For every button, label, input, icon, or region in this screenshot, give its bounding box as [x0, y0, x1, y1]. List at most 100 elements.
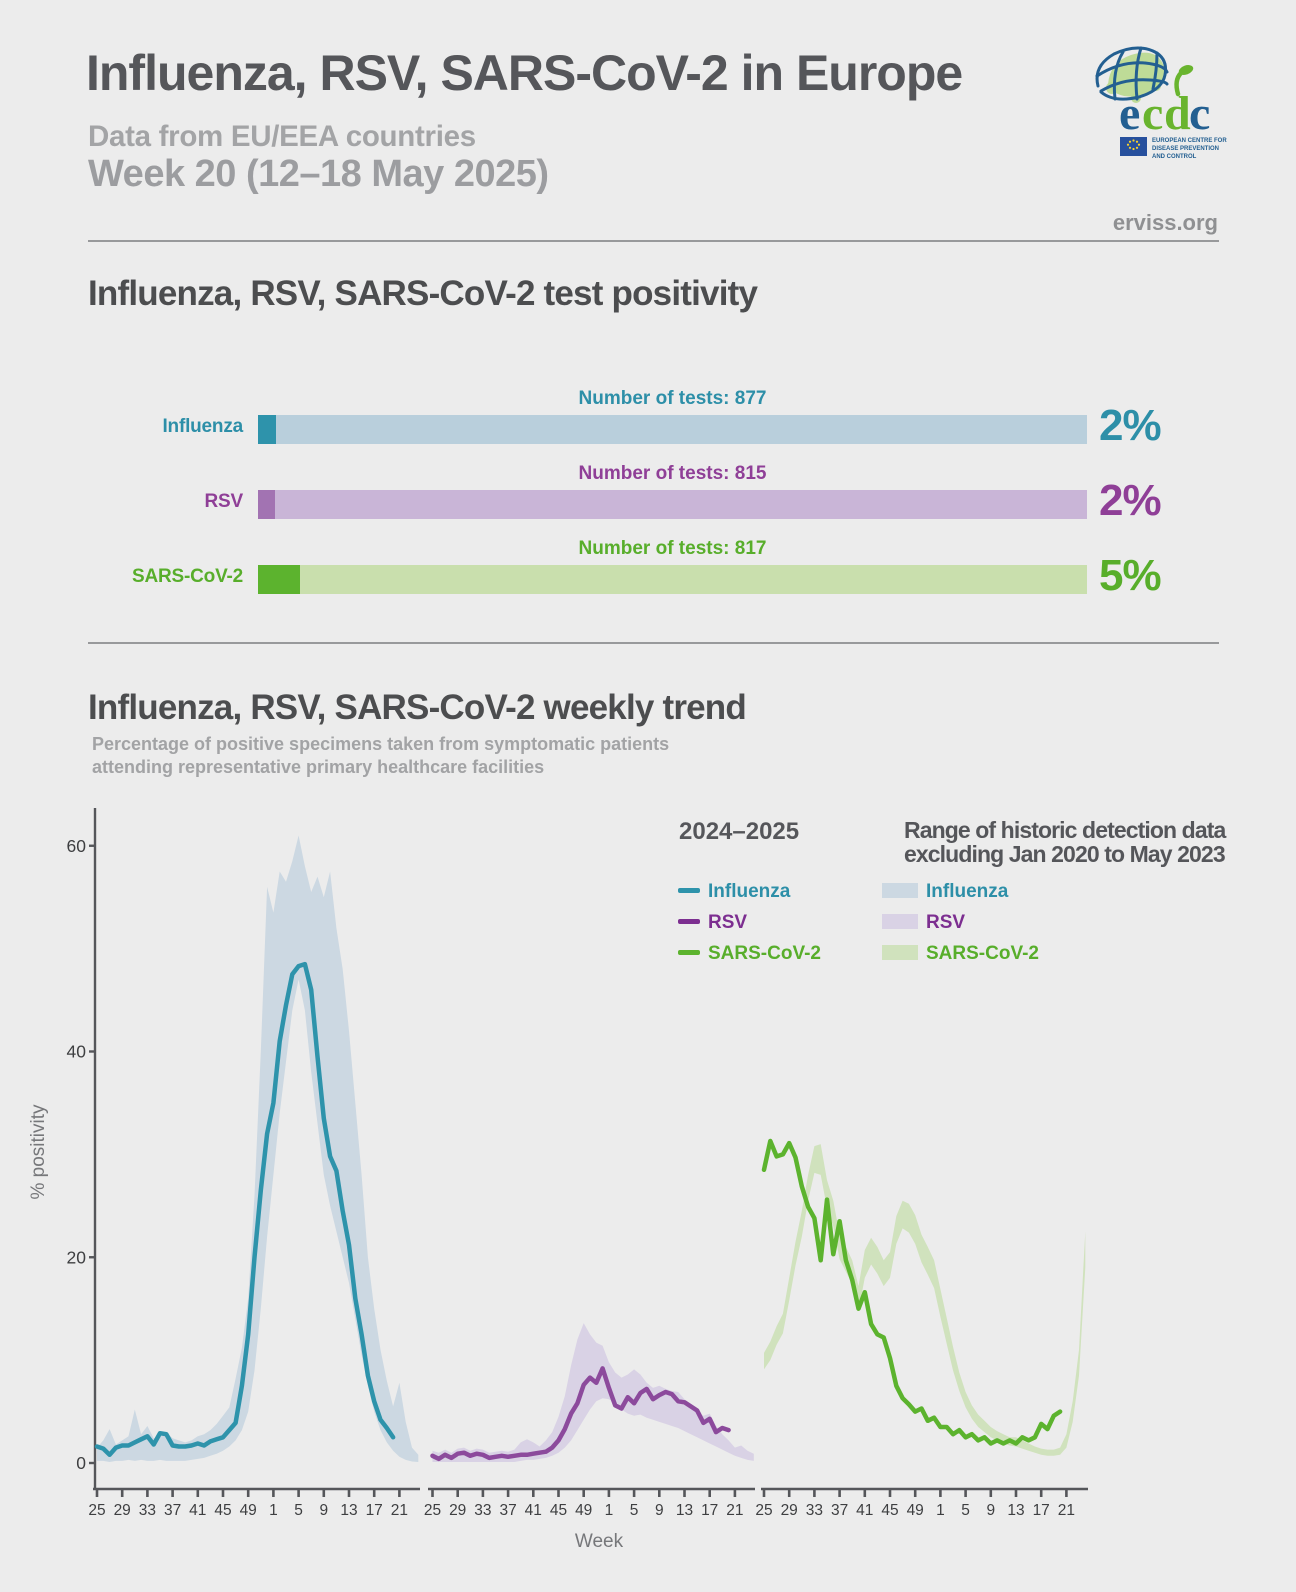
legend-range-item-rsv: RSV	[882, 911, 1102, 933]
x-tick-label: 37	[831, 1502, 848, 1519]
x-tick-label: 13	[676, 1502, 693, 1519]
ecdc-globe-icon	[1095, 46, 1169, 103]
svg-text:c: c	[1189, 87, 1210, 140]
page-subtitle: Data from EU/EEA countries	[88, 120, 476, 153]
x-tick-label: 21	[1058, 1502, 1075, 1519]
legend-range-label-influenza: Influenza	[926, 881, 1009, 902]
bar-track-rsv	[258, 490, 1087, 519]
x-tick-label: 9	[319, 1502, 328, 1519]
svg-text:AND CONTROL: AND CONTROL	[1152, 154, 1197, 160]
trend-line-sars-cov-2	[761, 1138, 1063, 1446]
legend-line-swatch-rsv	[678, 919, 700, 924]
legend-range-title: Range of historic detection data excludi…	[904, 817, 1226, 867]
x-tick-label: 37	[499, 1502, 516, 1519]
bar-label-rsv: RSV	[204, 491, 244, 512]
percent-label-influenza: 2%	[1099, 401, 1162, 450]
x-tick-label: 1	[936, 1502, 945, 1519]
ecdc-org-name: EUROPEAN CENTRE FOR DISEASE PREVENTION A…	[1152, 138, 1227, 160]
website-label: erviss.org	[1112, 210, 1218, 235]
legend-band-swatch-sars-cov-2	[882, 945, 918, 960]
ecdc-logo: e c d c EUROPEAN CENTRE FOR DISEASE PREV…	[1095, 46, 1227, 160]
y-axis: 0 20 40 60 % positivity	[28, 808, 97, 1489]
legend-range-title-line1: Range of historic detection data	[904, 817, 1226, 843]
x-tick-label: 33	[806, 1502, 823, 1519]
legend-season-title: 2024–2025	[679, 818, 800, 845]
tests-count-label-rsv: Number of tests: 815	[578, 463, 767, 484]
x-tick-label: 29	[449, 1502, 466, 1519]
eu-flag-icon	[1120, 137, 1147, 156]
x-tick-label: 29	[114, 1502, 131, 1519]
legend-season-item-rsv: RSV	[678, 911, 878, 933]
x-tick-label: 29	[781, 1502, 798, 1519]
trend-subtitle-line2: attending representative primary healthc…	[92, 757, 545, 777]
positivity-section-heading: Influenza, RSV, SARS-CoV-2 test positivi…	[88, 274, 758, 313]
historic-range-band-influenza	[97, 835, 419, 1462]
legend-line-swatch-sars-cov-2	[678, 950, 700, 955]
percent-label-rsv: 2%	[1099, 476, 1162, 525]
svg-text:c: c	[1142, 87, 1163, 140]
trend-line-rsv	[430, 1366, 731, 1462]
y-tick-label: 40	[67, 1042, 87, 1062]
x-tick-label: 41	[189, 1502, 206, 1519]
page-title: Influenza, RSV, SARS-CoV-2 in Europe	[86, 45, 963, 101]
x-tick-label: 17	[1033, 1502, 1050, 1519]
x-tick-label: 37	[164, 1502, 181, 1519]
x-tick-label: 5	[961, 1502, 970, 1519]
legend-season-label-rsv: RSV	[708, 912, 748, 933]
legend-season-label-sars-cov-2: SARS-CoV-2	[708, 943, 821, 964]
y-tick-label: 60	[67, 836, 87, 856]
legend-line-swatch-influenza	[678, 888, 700, 893]
percent-label-sars-cov-2: 5%	[1099, 551, 1162, 600]
x-tick-label: 5	[630, 1502, 639, 1519]
legend-range-title-line2: excluding Jan 2020 to May 2023	[904, 841, 1226, 867]
x-tick-label: 45	[550, 1502, 567, 1519]
bar-label-sars-cov-2: SARS-CoV-2	[132, 566, 243, 587]
historic-range-band-sars-cov-2	[764, 1144, 1086, 1456]
y-tick-label: 20	[67, 1247, 87, 1267]
x-tick-label: 33	[474, 1502, 491, 1519]
bar-positive-segment-influenza	[258, 415, 277, 444]
trend-line-influenza	[94, 961, 396, 1458]
bar-positive-segment-sars-cov-2	[258, 565, 301, 594]
legend-range-item-influenza: Influenza	[882, 880, 1102, 902]
x-tick-label: 41	[525, 1502, 542, 1519]
svg-text:e: e	[1119, 87, 1140, 140]
x-tick-label: 41	[856, 1502, 873, 1519]
x-tick-label: 25	[88, 1502, 105, 1519]
header-divider	[88, 240, 1219, 242]
legend-band-swatch-influenza	[882, 883, 918, 898]
x-tick-label: 45	[881, 1502, 898, 1519]
section-divider	[88, 642, 1219, 644]
y-tick-label: 0	[76, 1453, 86, 1473]
x-tick-label: 5	[294, 1502, 303, 1519]
ecdc-wordmark: e c d c	[1119, 65, 1210, 140]
x-tick-label: 13	[340, 1502, 357, 1519]
x-axis: 25 29 33 37 41 45 49 1 5 9 13 17 21 25 29 33 37 41 45 49 1 5 9…	[88, 1487, 1088, 1552]
x-tick-label: 17	[701, 1502, 718, 1519]
tests-count-label-sars-cov-2: Number of tests: 817	[578, 538, 767, 559]
x-tick-label: 45	[214, 1502, 231, 1519]
legend-range-label-rsv: RSV	[926, 912, 966, 933]
legend-season-item-sars-cov-2: SARS-CoV-2	[678, 942, 878, 964]
svg-text:EUROPEAN CENTRE FOR: EUROPEAN CENTRE FOR	[1152, 138, 1227, 144]
bar-label-influenza: Influenza	[162, 416, 243, 437]
y-axis-title: % positivity	[28, 1104, 49, 1200]
x-tick-label: 21	[391, 1502, 408, 1519]
x-axis-title: Week	[575, 1531, 624, 1552]
bar-track-sars-cov-2	[258, 565, 1087, 594]
report-week: Week 20 (12–18 May 2025)	[88, 153, 549, 195]
x-tick-label: 49	[240, 1502, 257, 1519]
legend-season-label-influenza: Influenza	[708, 881, 791, 902]
svg-text:DISEASE PREVENTION: DISEASE PREVENTION	[1152, 146, 1219, 152]
trend-subtitle-line1: Percentage of positive specimens taken f…	[92, 734, 670, 754]
x-tick-label: 9	[655, 1502, 664, 1519]
x-tick-label: 25	[755, 1502, 772, 1519]
legend-band-swatch-rsv	[882, 914, 918, 929]
bar-track-influenza	[258, 415, 1087, 444]
x-tick-label: 13	[1007, 1502, 1024, 1519]
legend-season-item-influenza: Influenza	[678, 880, 878, 902]
legend-range-item-sars-cov-2: SARS-CoV-2	[882, 942, 1102, 964]
x-tick-label: 49	[907, 1502, 924, 1519]
bar-positive-segment-rsv	[258, 490, 275, 519]
